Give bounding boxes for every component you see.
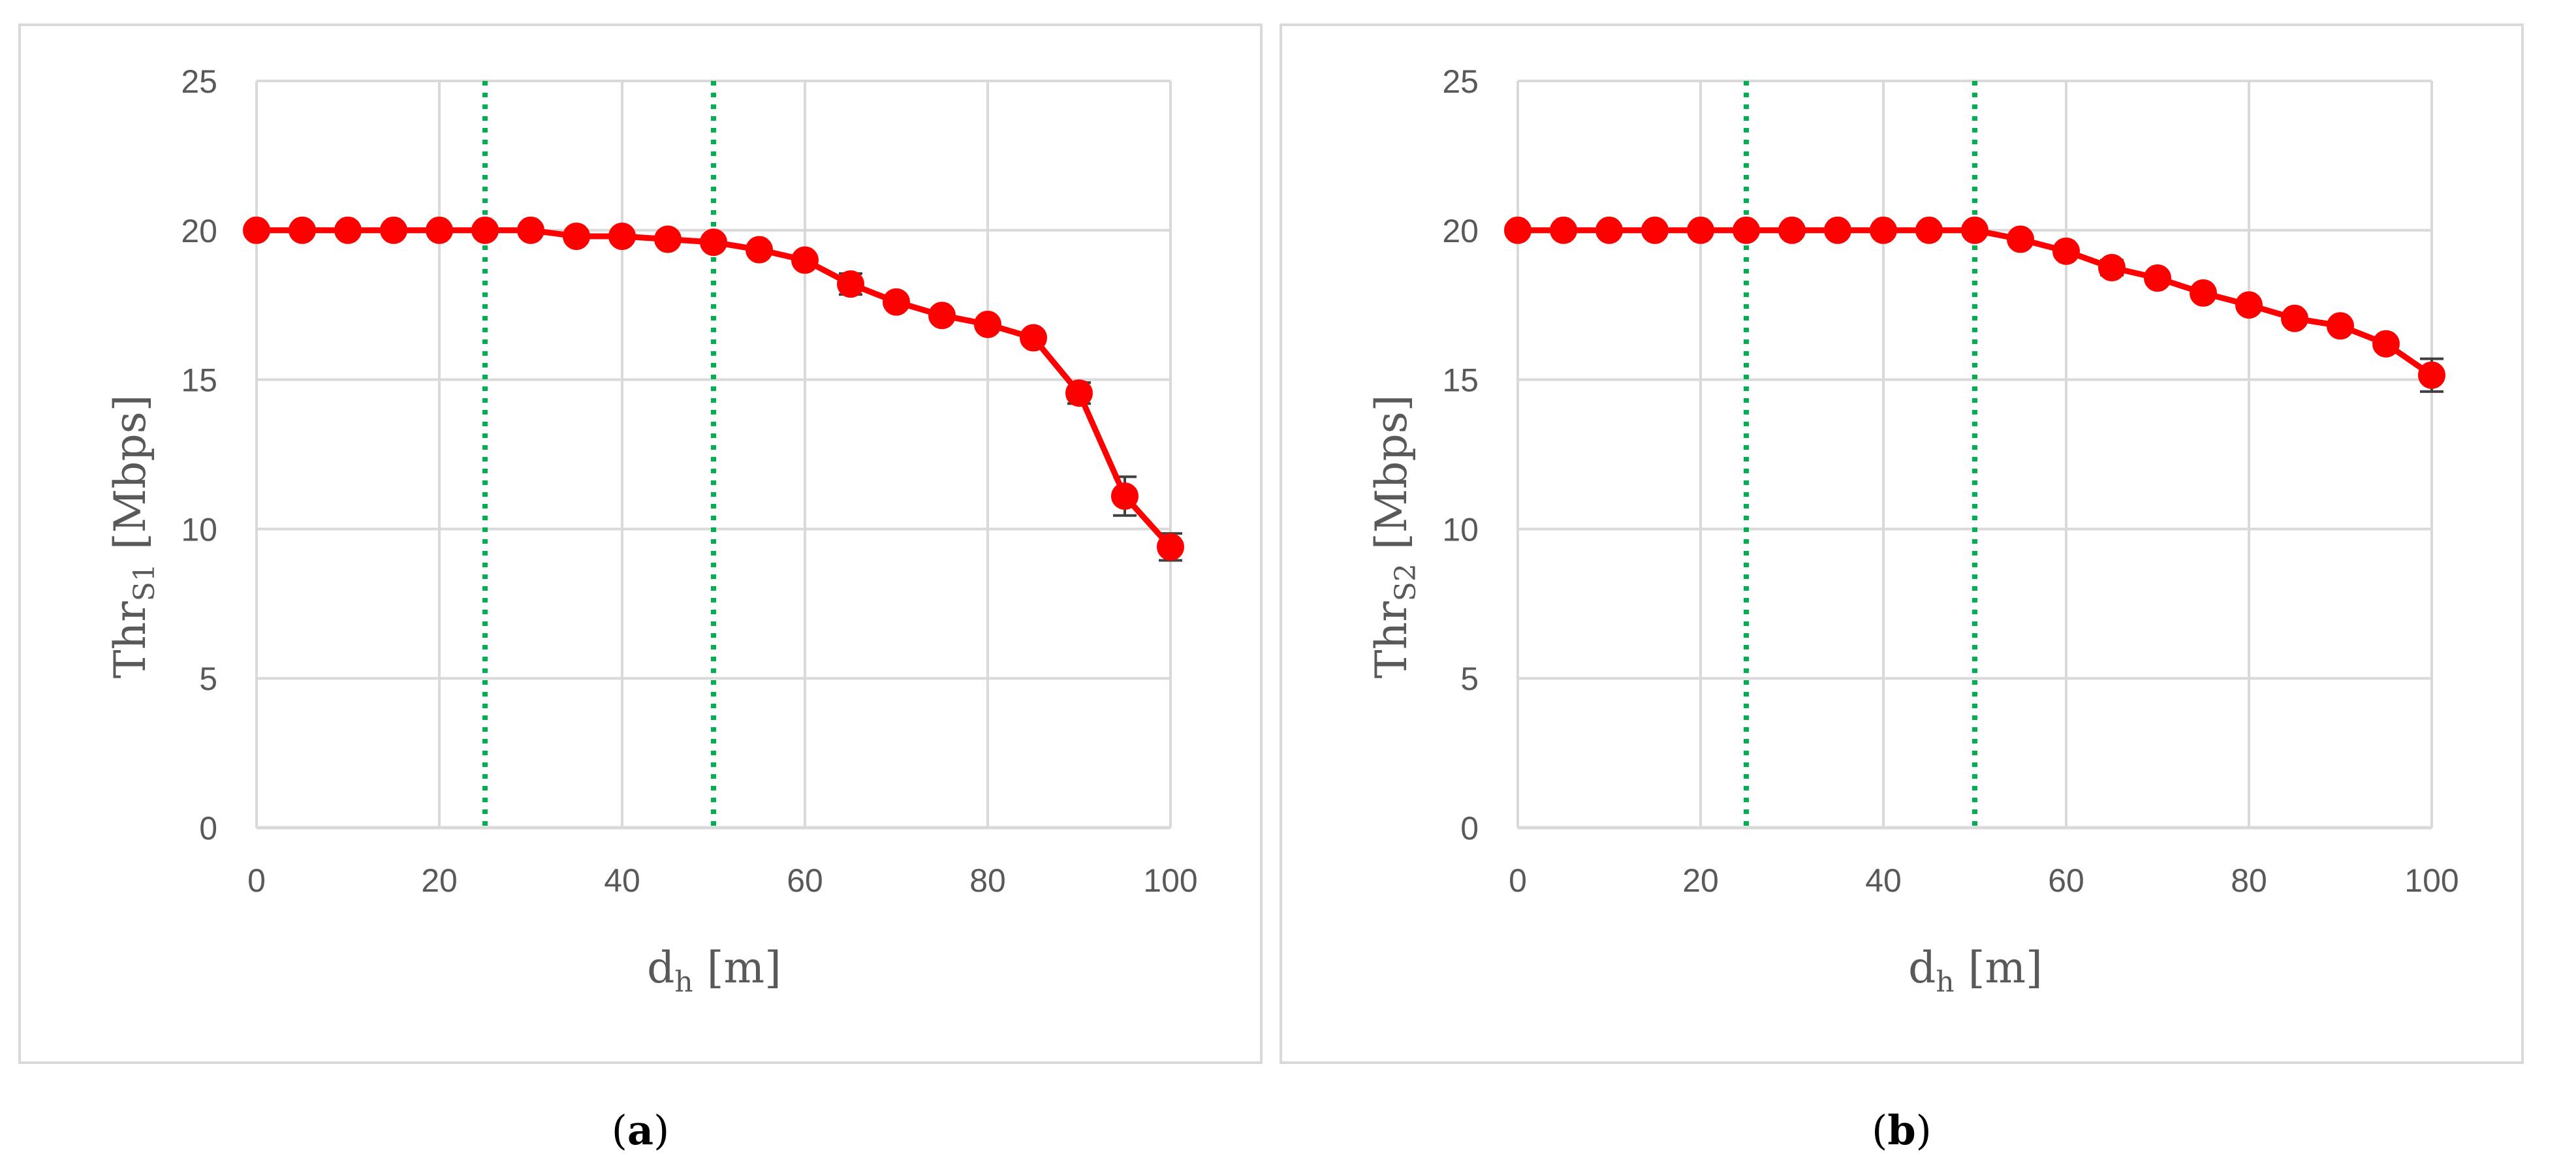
panel-a-y-axis-title: ThrS1 [Mbps] [105, 395, 161, 679]
y-tick-label: 20 [181, 213, 217, 249]
data-point [791, 246, 819, 274]
caption-a: (a) [612, 1106, 670, 1154]
y-tick-label: 25 [1442, 63, 1479, 100]
panel-a-y-tick-labels: 0 5 10 15 20 25 [181, 63, 217, 847]
data-point [426, 216, 453, 244]
data-point [563, 222, 590, 250]
data-point [2327, 312, 2354, 340]
data-point [2418, 361, 2445, 389]
data-point [1111, 482, 1139, 510]
data-point [2190, 279, 2217, 307]
data-point [1961, 216, 1988, 244]
y-tick-label: 15 [181, 362, 217, 399]
data-point [2052, 237, 2080, 265]
panel-b-x-axis-title: dh [m] [1908, 943, 2043, 999]
data-point [883, 288, 910, 316]
x-tick-label: 100 [2404, 862, 2458, 899]
x-tick-label: 60 [787, 862, 823, 899]
y-tick-label: 10 [1442, 511, 1479, 548]
y-tick-label: 10 [181, 511, 217, 548]
y-tick-label: 0 [199, 810, 217, 847]
x-tick-label: 60 [2048, 862, 2084, 899]
panel-a-border [18, 23, 1263, 1064]
data-point [380, 216, 407, 244]
data-point [654, 225, 682, 253]
data-point [928, 302, 956, 330]
data-point [2144, 264, 2171, 292]
panel-a-x-axis-title: dh [m] [647, 943, 781, 999]
y-tick-label: 5 [199, 661, 217, 697]
y-tick-label: 20 [1442, 213, 1479, 249]
panel-b-border [1280, 23, 2524, 1064]
panel-a-x-tick-labels: 0 20 40 60 80 100 [247, 862, 1198, 899]
data-point [243, 216, 270, 244]
panel-a-gridlines [255, 80, 1172, 828]
panel-a-series [243, 216, 1184, 561]
x-tick-label: 80 [2231, 862, 2267, 899]
data-point [608, 222, 636, 250]
data-point [471, 216, 499, 244]
caption-b: (b) [1872, 1106, 1932, 1154]
panel-b-series [1504, 216, 2445, 389]
data-point [289, 216, 316, 244]
y-tick-label: 15 [1442, 362, 1479, 399]
panel-b-y-tick-labels: 0 5 10 15 20 25 [1442, 63, 1479, 847]
panel-b-y-axis-title: ThrS2 [Mbps] [1366, 395, 1422, 679]
data-point [1824, 216, 1851, 244]
panel-b-gridlines [1516, 80, 2433, 828]
data-point [1504, 216, 1531, 244]
x-tick-label: 0 [1509, 862, 1527, 899]
y-tick-label: 25 [181, 63, 217, 100]
data-point [517, 216, 544, 244]
x-tick-label: 20 [1682, 862, 1719, 899]
data-point [2281, 304, 2308, 332]
data-point [1020, 324, 1047, 352]
x-tick-label: 100 [1143, 862, 1197, 899]
chart-panel-b: 0 5 10 15 20 25 0 20 40 60 80 100 ThrS2 [Mbps] dh … [1280, 23, 2524, 1064]
panel-b-x-tick-labels: 0 20 40 60 80 100 [1509, 862, 2459, 899]
y-tick-label: 0 [1460, 810, 1479, 847]
x-tick-label: 20 [421, 862, 458, 899]
data-point [974, 310, 1001, 338]
data-point [1915, 216, 1943, 244]
x-tick-label: 40 [604, 862, 640, 899]
data-point [2372, 330, 2400, 358]
data-point [1157, 533, 1184, 561]
data-point [1550, 216, 1577, 244]
data-point [2007, 225, 2034, 253]
x-tick-label: 0 [247, 862, 266, 899]
data-point [1065, 379, 1093, 407]
data-point [334, 216, 362, 244]
chart-panel-a: 0 5 10 15 20 25 0 20 40 60 80 100 ThrS1 [Mbps] dh … [18, 23, 1263, 1064]
data-point [700, 228, 727, 257]
data-point [1641, 216, 1669, 244]
x-tick-label: 40 [1865, 862, 1902, 899]
data-point [1595, 216, 1623, 244]
data-point [1687, 216, 1714, 244]
data-point [1733, 216, 1760, 244]
y-tick-label: 5 [1460, 661, 1479, 697]
data-point [746, 236, 773, 264]
data-point [837, 270, 864, 298]
data-point [1778, 216, 1806, 244]
data-point [1870, 216, 1897, 244]
x-tick-label: 80 [969, 862, 1006, 899]
data-point [2235, 291, 2263, 319]
data-point [2098, 254, 2126, 281]
